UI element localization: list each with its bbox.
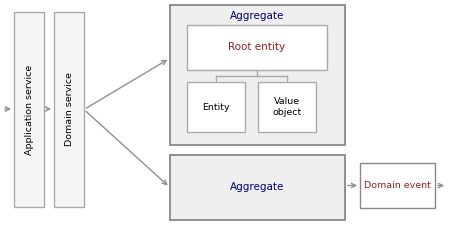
Text: Domain event: Domain event — [364, 181, 431, 190]
FancyBboxPatch shape — [187, 25, 327, 70]
FancyBboxPatch shape — [360, 163, 435, 208]
Text: Application service: Application service — [24, 64, 33, 155]
FancyBboxPatch shape — [170, 155, 345, 220]
FancyBboxPatch shape — [14, 12, 44, 207]
Text: Entity: Entity — [202, 103, 230, 112]
Text: Aggregate: Aggregate — [230, 183, 285, 193]
FancyBboxPatch shape — [54, 12, 84, 207]
Text: Root entity: Root entity — [229, 43, 285, 52]
Text: Value
object: Value object — [272, 97, 302, 117]
FancyBboxPatch shape — [258, 82, 316, 132]
FancyBboxPatch shape — [170, 5, 345, 145]
FancyBboxPatch shape — [187, 82, 245, 132]
Text: Aggregate: Aggregate — [230, 11, 285, 21]
Text: Domain service: Domain service — [64, 73, 74, 147]
